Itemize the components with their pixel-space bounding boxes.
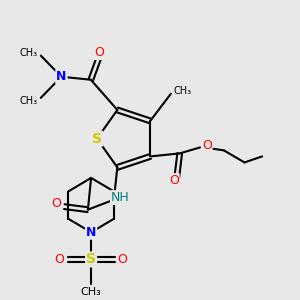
Text: O: O — [55, 253, 64, 266]
Text: N: N — [86, 226, 96, 239]
Text: NH: NH — [111, 191, 130, 204]
Text: N: N — [56, 70, 67, 83]
Text: O: O — [52, 197, 61, 210]
Text: CH₃: CH₃ — [20, 48, 38, 58]
Text: O: O — [95, 46, 105, 59]
Text: O: O — [169, 174, 179, 187]
Text: S: S — [86, 253, 96, 266]
Text: CH₃: CH₃ — [81, 286, 101, 297]
Text: S: S — [92, 132, 102, 146]
Text: CH₃: CH₃ — [174, 86, 192, 96]
Text: CH₃: CH₃ — [20, 96, 38, 106]
Text: O: O — [202, 139, 212, 152]
Text: O: O — [118, 253, 128, 266]
